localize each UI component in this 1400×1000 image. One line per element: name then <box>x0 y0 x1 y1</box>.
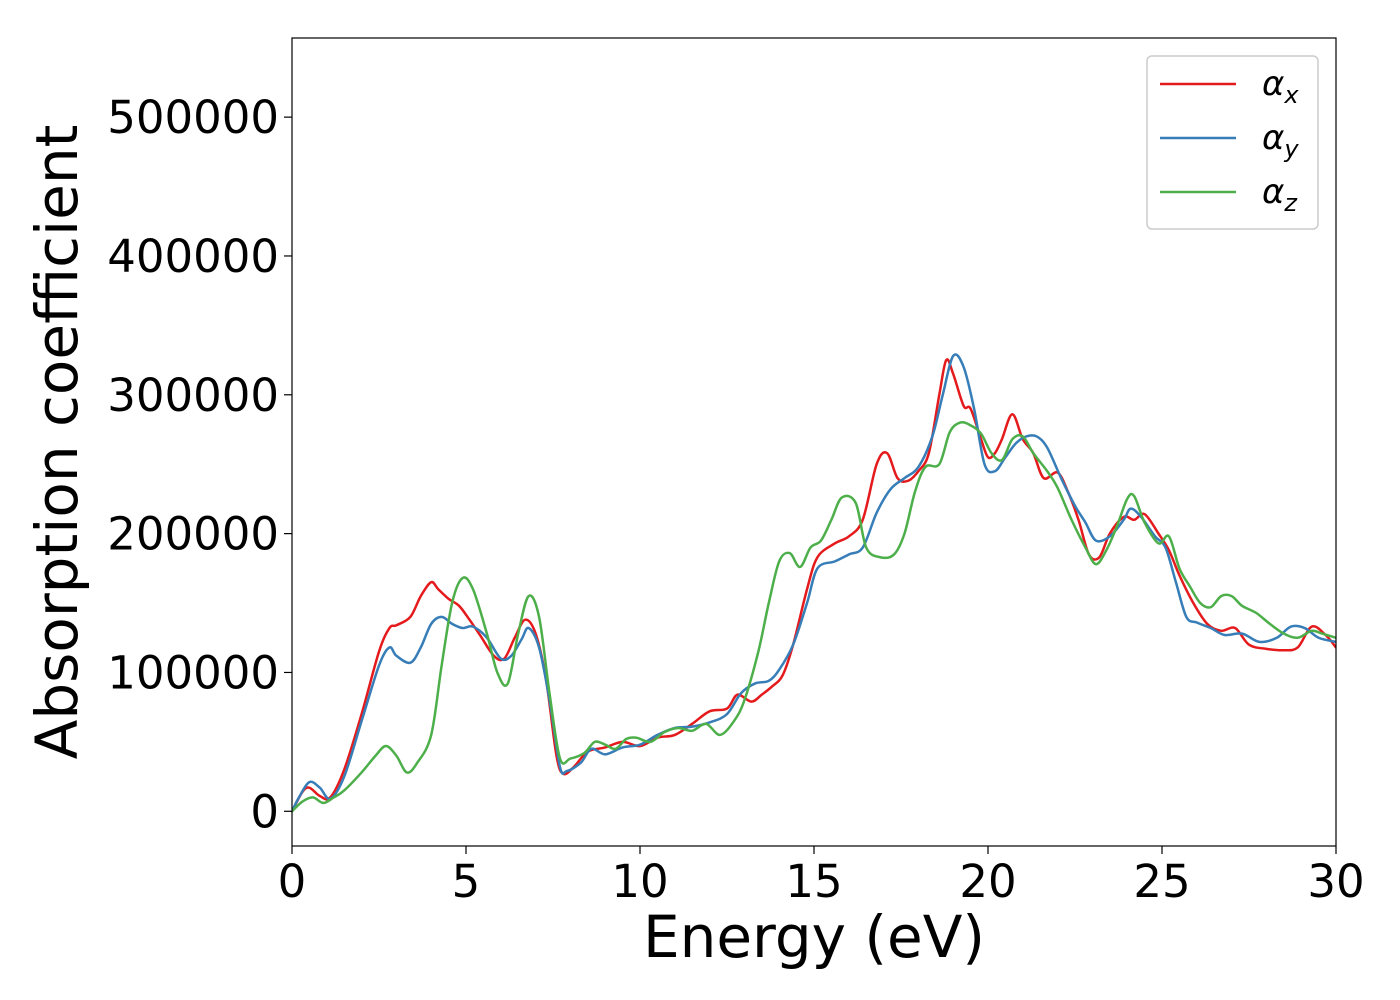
y-tick-label: 500000 <box>107 91 279 144</box>
y-tick-label: 400000 <box>107 230 279 283</box>
x-tick-label: 0 <box>278 855 307 908</box>
x-axis: 0 5 10 15 20 25 30 <box>278 846 1365 908</box>
y-tick-label: 300000 <box>107 369 279 422</box>
y-tick-label: 100000 <box>107 646 279 699</box>
y-tick-label: 0 <box>250 785 279 838</box>
x-tick-label: 30 <box>1307 855 1364 908</box>
series-line-z <box>292 420 1336 813</box>
x-tick-label: 25 <box>1133 855 1190 908</box>
series-line-x <box>292 358 1336 813</box>
x-tick-label: 20 <box>959 855 1016 908</box>
series-group <box>292 353 1336 813</box>
x-axis-title: Energy (eV) <box>643 903 985 971</box>
legend-label-z: αz <box>1262 172 1298 217</box>
legend-label-y: αy <box>1262 118 1299 163</box>
x-tick-label: 10 <box>611 855 668 908</box>
legend: αx αy αz <box>1146 55 1319 230</box>
x-tick-label: 5 <box>452 855 481 908</box>
legend-label-x: αx <box>1262 64 1299 109</box>
legend-box <box>1146 55 1319 230</box>
y-axis: 0 100000 200000 300000 400000 500000 <box>107 91 292 838</box>
y-tick-label: 200000 <box>107 508 279 561</box>
y-axis-title: Absorption coefficient <box>23 125 91 760</box>
x-tick-label: 15 <box>785 855 842 908</box>
